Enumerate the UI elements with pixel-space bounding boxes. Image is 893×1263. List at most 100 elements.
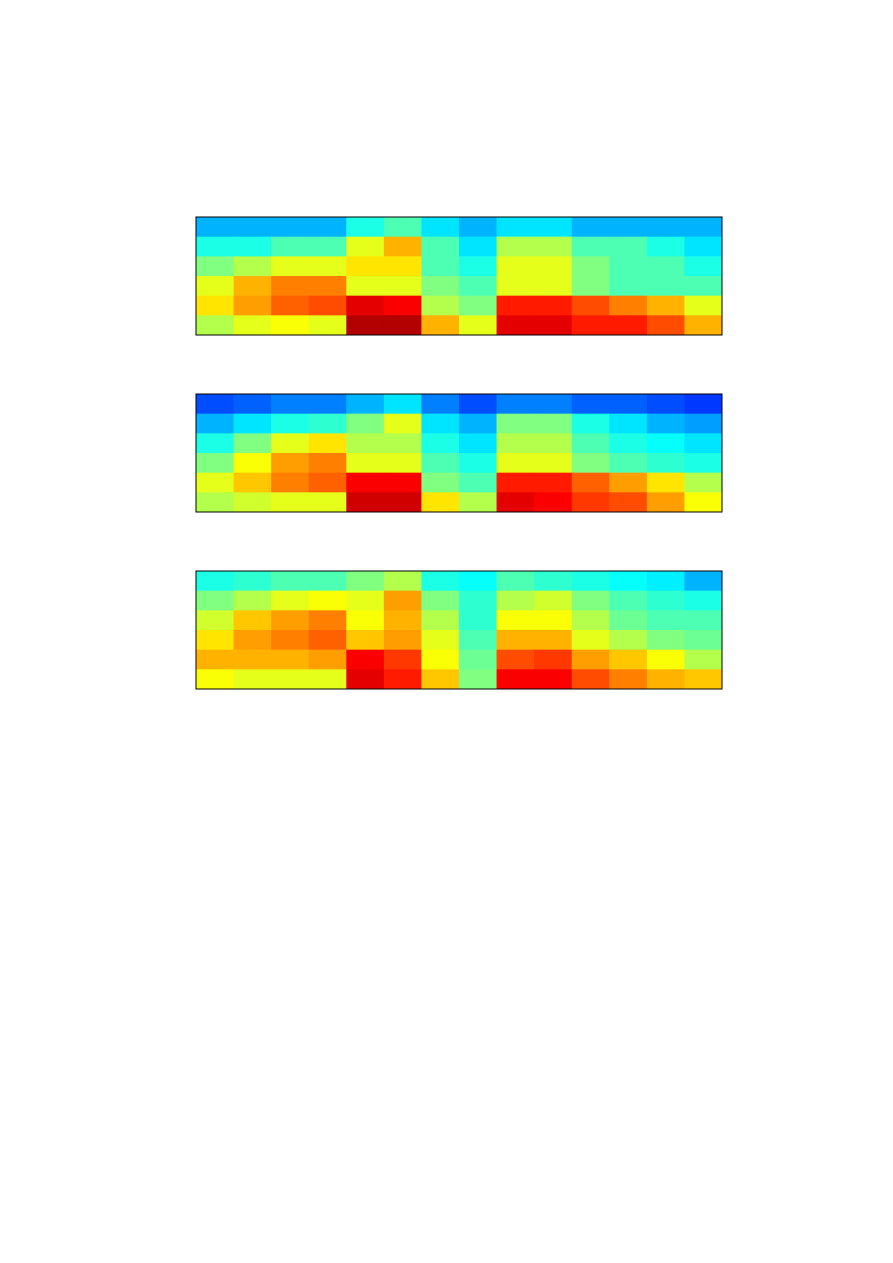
heatmap-cell: [383, 571, 422, 592]
heatmap-cell: [459, 315, 498, 336]
heatmap-cell: [646, 669, 685, 690]
heatmap-cell: [271, 492, 310, 513]
heatmap-cell: [421, 217, 460, 238]
heatmap-cell: [383, 295, 422, 316]
heatmap-cell: [346, 630, 385, 651]
heatmap-cell: [459, 630, 498, 651]
axes-frame: [195, 393, 723, 513]
heatmap-cell: [196, 453, 235, 474]
heatmap-cell: [308, 433, 347, 454]
heatmap-cell: [496, 217, 535, 238]
heatmap-cell: [271, 394, 310, 415]
heatmap-cell: [534, 492, 573, 513]
heatmap-cell: [271, 610, 310, 631]
heatmap-cell: [233, 571, 272, 592]
heatmap-cell: [571, 492, 610, 513]
heatmap-cell: [496, 413, 535, 434]
heatmap-cell: [421, 276, 460, 297]
heatmap-cell: [271, 669, 310, 690]
heatmap-cell: [609, 394, 648, 415]
heatmap-cell: [308, 669, 347, 690]
heatmap-cell: [271, 472, 310, 493]
heatmap-cell: [233, 276, 272, 297]
heatmap-cell: [346, 453, 385, 474]
heatmap-cell: [421, 295, 460, 316]
heatmap-cell: [496, 590, 535, 611]
heatmap-cell: [646, 649, 685, 670]
heatmap-cell: [421, 492, 460, 513]
heatmap-cell: [684, 217, 723, 238]
heatmap-cell: [233, 413, 272, 434]
heatmap-cell: [571, 217, 610, 238]
heatmap-cell: [571, 433, 610, 454]
heatmap-cell: [646, 453, 685, 474]
heatmap-cell: [233, 315, 272, 336]
heatmap-cell: [421, 413, 460, 434]
heatmap-cell: [196, 669, 235, 690]
heatmap-cell: [196, 394, 235, 415]
heatmap-cell: [233, 256, 272, 277]
heatmap-cell: [609, 236, 648, 257]
heatmap-cell: [233, 394, 272, 415]
heatmap-cell: [383, 590, 422, 611]
heatmap-cell: [383, 413, 422, 434]
heatmap-cell: [271, 433, 310, 454]
heatmap-cell: [534, 630, 573, 651]
heatmap-cell: [684, 630, 723, 651]
heatmap-cell: [459, 276, 498, 297]
heatmap-cell: [196, 630, 235, 651]
heatmap-cell: [646, 217, 685, 238]
heatmap-cell: [383, 236, 422, 257]
heatmap-cell: [496, 472, 535, 493]
heatmap-cell: [684, 610, 723, 631]
heatmap-cell: [196, 433, 235, 454]
heatmap-cell: [271, 315, 310, 336]
heatmap-cell: [308, 571, 347, 592]
heatmap-cell: [383, 669, 422, 690]
heatmap-cell: [271, 276, 310, 297]
heatmap-cell: [308, 492, 347, 513]
heatmap-cell: [609, 649, 648, 670]
heatmap-cell: [534, 669, 573, 690]
heatmap-cell: [383, 610, 422, 631]
heatmap-cell: [233, 669, 272, 690]
heatmap-cell: [346, 610, 385, 631]
heatmap-cell: [534, 295, 573, 316]
heatmap-cell: [609, 256, 648, 277]
heatmap-cell: [196, 610, 235, 631]
heatmap-cell: [534, 610, 573, 631]
heatmap-cell: [646, 610, 685, 631]
heatmap-cell: [196, 256, 235, 277]
heatmap-cell: [646, 590, 685, 611]
heatmap-cell: [383, 453, 422, 474]
heatmap-cell: [196, 295, 235, 316]
heatmap-cell: [383, 315, 422, 336]
heatmap-cell: [271, 571, 310, 592]
heatmap-cell: [308, 295, 347, 316]
heatmap-cell: [534, 236, 573, 257]
heatmap-cell: [571, 472, 610, 493]
heatmap-cell: [459, 256, 498, 277]
heatmap-cell: [308, 453, 347, 474]
heatmap-cell: [496, 315, 535, 336]
heatmap-cell: [233, 630, 272, 651]
heatmap-cell: [308, 413, 347, 434]
heatmap-cell: [534, 453, 573, 474]
heatmap-cell: [421, 256, 460, 277]
heatmap-cell: [609, 276, 648, 297]
heatmap-cell: [308, 630, 347, 651]
heatmap-cell: [233, 217, 272, 238]
heatmap-cell: [271, 649, 310, 670]
heatmap-cell: [684, 472, 723, 493]
heatmap-cell: [421, 669, 460, 690]
heatmap-cell: [571, 413, 610, 434]
heatmap-cell: [271, 217, 310, 238]
heatmap-cell: [534, 433, 573, 454]
heatmap-cell: [346, 217, 385, 238]
heatmap-cell: [459, 433, 498, 454]
heatmap-cell: [421, 610, 460, 631]
heatmap-cell: [383, 256, 422, 277]
heatmap-cell: [496, 492, 535, 513]
heatmap-cell: [233, 295, 272, 316]
heatmap-cell: [308, 276, 347, 297]
